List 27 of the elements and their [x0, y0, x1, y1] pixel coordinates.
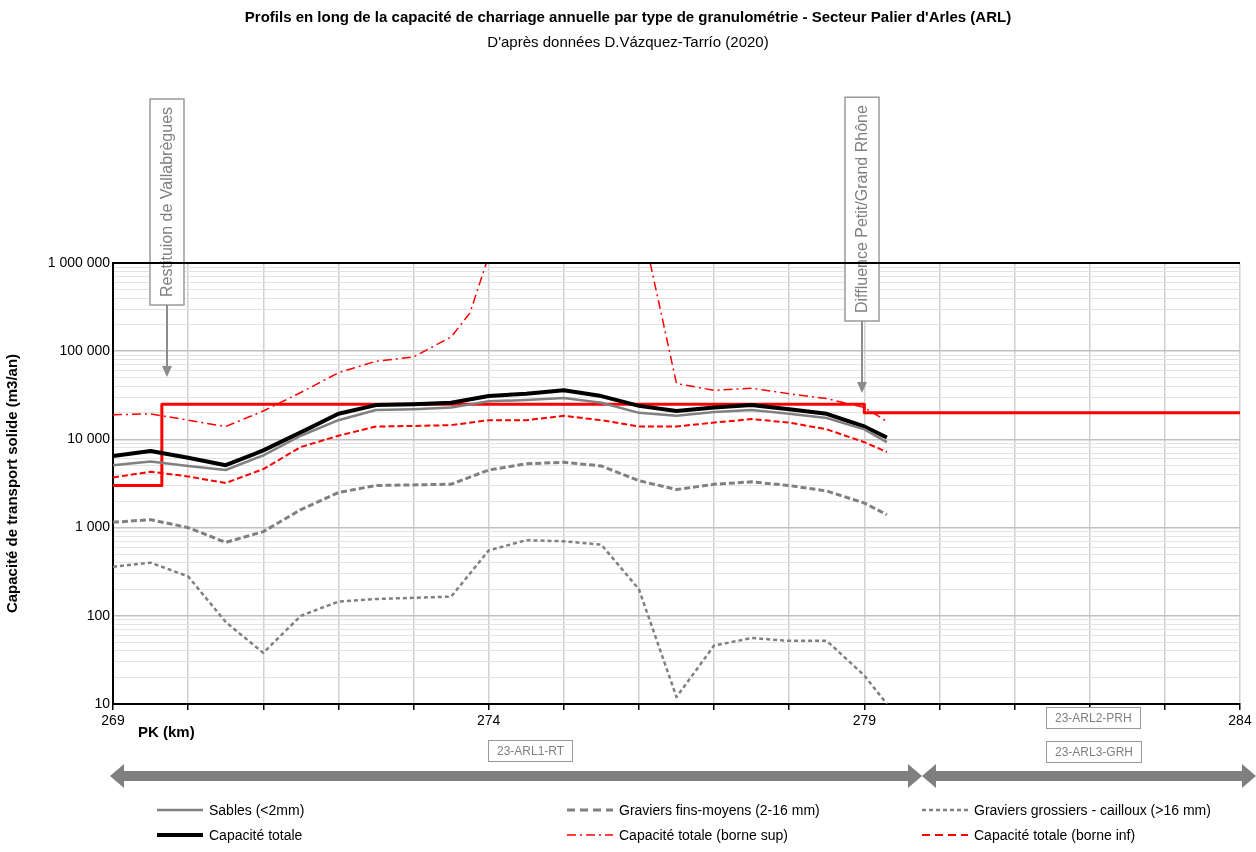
legend-label: Capacité totale (borne sup)	[619, 827, 788, 843]
legend-label: Capacité totale	[209, 827, 303, 843]
line-series	[113, 538, 889, 704]
y-tick-label: 10	[94, 694, 111, 711]
y-tick-label: 1 000 000	[47, 253, 111, 270]
x-axis-title: PK (km)	[138, 723, 195, 740]
chart-subtitle: D'après données D.Vázquez-Tarrío (2020)	[486, 33, 770, 50]
x-tick-label: 279	[852, 712, 877, 729]
x-tick-label: 269	[101, 712, 125, 729]
x-tick-label: 284	[1228, 712, 1252, 729]
y-tick-label: 100	[86, 606, 111, 623]
legend-label: Graviers fins-moyens (2-16 mm)	[619, 802, 820, 818]
legend-label: Capacité totale (borne inf)	[974, 827, 1136, 843]
text: 23-ARL1-RT	[488, 740, 574, 762]
text: 23-ARL2-PRH	[1046, 707, 1141, 729]
y-tick-label: 100 000	[59, 342, 111, 359]
x-tick-label: 274	[476, 712, 501, 729]
legend-label: Sables (<2mm)	[209, 802, 305, 818]
text: 23-ARL3-GRH	[1046, 741, 1143, 763]
annotation: Restituion de Vallabrègues	[158, 106, 176, 297]
y-axis-title: Capacité de transport solide (m3/an)	[3, 353, 21, 614]
annotation: Diffluence Petit/Grand Rhône	[853, 105, 871, 313]
y-tick-label: 1 000	[74, 518, 111, 535]
chart-title: Profils en long de la capacité de charriage annuelle par type de granulométrie - Secteur Palier d'Arles (ARL)	[243, 8, 1013, 25]
legend-label: Graviers grossiers - cailloux (>16 mm)	[974, 802, 1211, 818]
y-tick-label: 10 000	[67, 430, 111, 447]
line-series	[113, 460, 889, 544]
